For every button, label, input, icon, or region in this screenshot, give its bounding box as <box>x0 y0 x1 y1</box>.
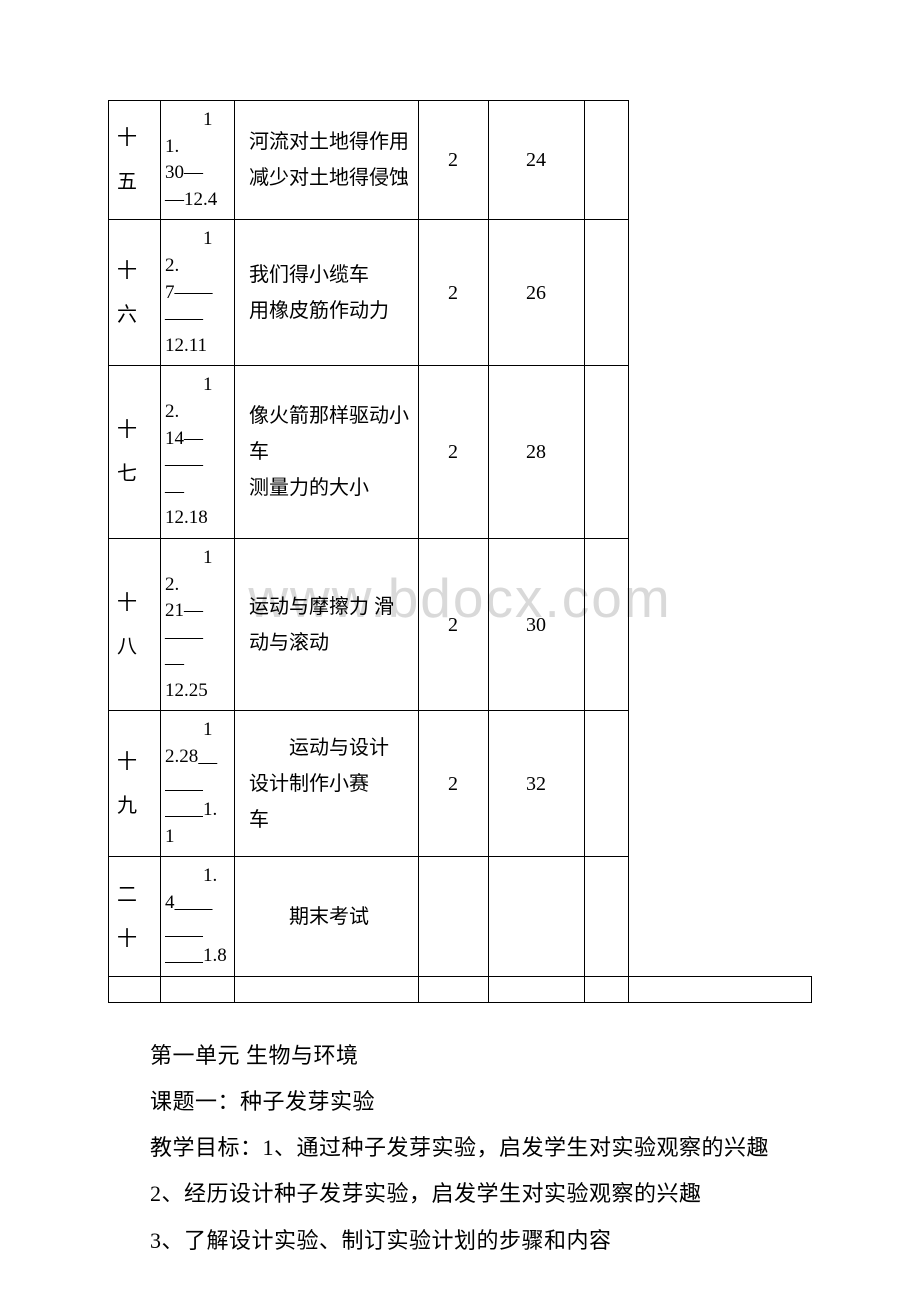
blank-cell <box>584 366 628 539</box>
table-row-empty <box>109 976 812 1002</box>
hours-cell: 2 <box>418 711 488 857</box>
table-row: 十 七 1 2. 14— —— — 12.18 像火箭那样驱动小车 测量力的大小… <box>109 366 812 539</box>
total-cell: 26 <box>488 220 584 366</box>
content-cell: 运动与摩擦力 滑动与滚动 <box>235 538 419 711</box>
schedule-table: 十 五 1 1. 30— —12.4 河流对土地得作用 减少对土地得侵蚀 2 2… <box>108 100 812 1003</box>
unit-title: 第一单元 生物与环境 <box>150 1033 812 1079</box>
objective-line: 3、了解设计实验、制订实验计划的步骤和内容 <box>150 1218 812 1264</box>
blank-cell <box>584 101 628 220</box>
hours-cell: 2 <box>418 538 488 711</box>
week-top: 十 <box>117 127 137 149</box>
total-cell: 30 <box>488 538 584 711</box>
content-cell: 河流对土地得作用 减少对土地得侵蚀 <box>235 101 419 220</box>
date-cell: 1 1. 30— —12.4 <box>161 101 235 220</box>
table-row: 十 九 12.28 1.1 运动与设计 设计制作小赛 车 2 32 <box>109 711 812 857</box>
table-row: 十 八 1 2. 21— —— — 12.25 运动与摩擦力 滑动与滚动 2 3… <box>109 538 812 711</box>
date-cell: 1 2. 7—— —— 12.11 <box>161 220 235 366</box>
content-cell: 我们得小缆车 用橡皮筋作动力 <box>235 220 419 366</box>
date-cell: 12.28 1.1 <box>161 711 235 857</box>
blank-cell <box>584 220 628 366</box>
content-cell: 期末考试 <box>235 857 419 976</box>
hours-cell: 2 <box>418 366 488 539</box>
total-cell: 28 <box>488 366 584 539</box>
lesson-title: 课题一：种子发芽实验 <box>150 1079 812 1125</box>
week-cell: 十 五 <box>109 101 161 220</box>
hours-cell <box>418 857 488 976</box>
table-row: 十 六 1 2. 7—— —— 12.11 我们得小缆车 用橡皮筋作动力 2 2… <box>109 220 812 366</box>
total-cell: 24 <box>488 101 584 220</box>
total-cell <box>488 857 584 976</box>
table-row: 二 十 1.4 1.8 期末考试 <box>109 857 812 976</box>
date-cell: 1.4 1.8 <box>161 857 235 976</box>
date-cell: 1 2. 21— —— — 12.25 <box>161 538 235 711</box>
week-cell: 十 八 <box>109 538 161 711</box>
content-cell: 运动与设计 设计制作小赛 车 <box>235 711 419 857</box>
objective-line: 2、经历设计种子发芽实验，启发学生对实验观察的兴趣 <box>150 1171 812 1217</box>
objective-line: 教学目标：1、通过种子发芽实验，启发学生对实验观察的兴趣 <box>150 1125 812 1171</box>
blank-cell <box>584 538 628 711</box>
total-cell: 32 <box>488 711 584 857</box>
week-bot: 五 <box>117 171 137 193</box>
date-cell: 1 2. 14— —— — 12.18 <box>161 366 235 539</box>
week-cell: 十 九 <box>109 711 161 857</box>
blank-cell <box>584 711 628 857</box>
content-cell: 像火箭那样驱动小车 测量力的大小 <box>235 366 419 539</box>
page-content: 十 五 1 1. 30— —12.4 河流对土地得作用 减少对土地得侵蚀 2 2… <box>108 100 812 1264</box>
week-cell: 十 七 <box>109 366 161 539</box>
week-cell: 十 六 <box>109 220 161 366</box>
hours-cell: 2 <box>418 101 488 220</box>
body-text: 第一单元 生物与环境 课题一：种子发芽实验 教学目标：1、通过种子发芽实验，启发… <box>108 1033 812 1264</box>
table-row: 十 五 1 1. 30— —12.4 河流对土地得作用 减少对土地得侵蚀 2 2… <box>109 101 812 220</box>
week-cell: 二 十 <box>109 857 161 976</box>
blank-cell <box>584 857 628 976</box>
hours-cell: 2 <box>418 220 488 366</box>
